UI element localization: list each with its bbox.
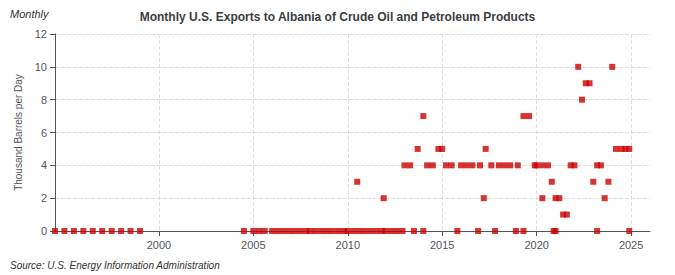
svg-text:8: 8	[41, 94, 47, 106]
svg-text:Source: U.S. Energy Informatio: Source: U.S. Energy Information Administ…	[10, 260, 220, 271]
svg-text:12: 12	[35, 28, 47, 40]
svg-text:Thousand Barrels per Day: Thousand Barrels per Day	[13, 74, 24, 191]
svg-text:0: 0	[41, 225, 47, 237]
svg-text:2010: 2010	[336, 239, 360, 251]
svg-text:2025: 2025	[619, 239, 643, 251]
svg-text:2015: 2015	[430, 239, 454, 251]
svg-text:4: 4	[41, 159, 47, 171]
svg-text:6: 6	[41, 127, 47, 139]
svg-text:2: 2	[41, 192, 47, 204]
svg-text:Monthly U.S. Exports to Albani: Monthly U.S. Exports to Albania of Crude…	[140, 10, 536, 24]
svg-text:10: 10	[35, 61, 47, 73]
svg-text:2000: 2000	[147, 239, 171, 251]
svg-text:2020: 2020	[524, 239, 548, 251]
svg-text:2005: 2005	[241, 239, 265, 251]
svg-text:Monthly: Monthly	[10, 8, 50, 20]
